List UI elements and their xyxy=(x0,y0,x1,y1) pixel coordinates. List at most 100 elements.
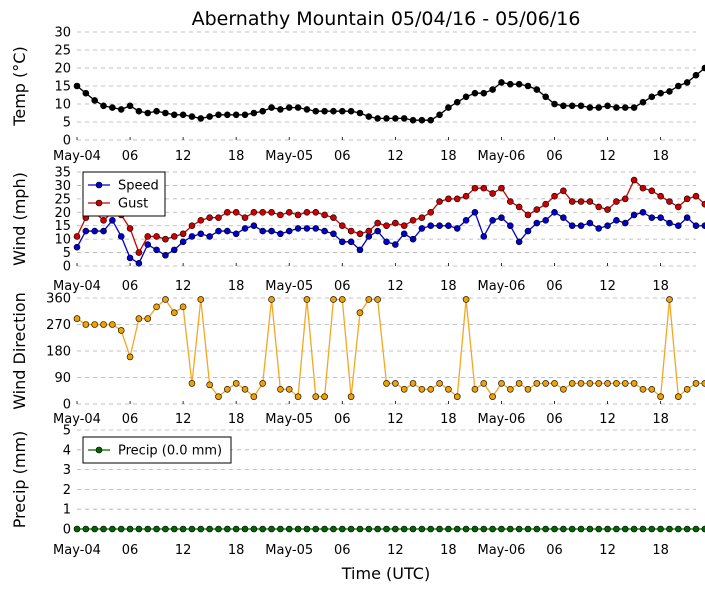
precip-point xyxy=(560,525,567,533)
precip-point xyxy=(268,525,275,533)
temp-point xyxy=(471,89,479,97)
precip-point xyxy=(604,525,611,533)
temp-point xyxy=(170,111,178,119)
direction-point xyxy=(135,315,143,322)
gust-point xyxy=(666,198,673,205)
direction-point xyxy=(259,380,267,387)
x-tick-label: May-05 xyxy=(265,149,313,164)
precip-point xyxy=(657,525,664,533)
precip-point xyxy=(648,525,656,533)
temp-point xyxy=(82,89,90,97)
speed-point xyxy=(250,222,258,230)
speed-point xyxy=(506,222,514,230)
temp-point xyxy=(427,116,435,124)
temp-point xyxy=(135,107,143,115)
speed-point xyxy=(356,246,364,254)
speed-point xyxy=(73,243,81,251)
precip-point xyxy=(515,525,523,533)
direction-point xyxy=(144,315,152,322)
gust-point xyxy=(657,192,664,200)
direction-point xyxy=(383,380,390,387)
x-tick-label: 06 xyxy=(546,543,563,558)
precip-point xyxy=(675,525,682,533)
speed-point xyxy=(162,251,169,259)
speed-point xyxy=(259,227,267,235)
precip-point xyxy=(524,525,532,533)
direction-series-line xyxy=(76,298,705,398)
gust-point xyxy=(188,222,196,230)
x-tick-label: 12 xyxy=(387,412,404,427)
direction-point xyxy=(560,385,567,393)
x-tick-label: 06 xyxy=(122,412,139,427)
x-tick-label: 12 xyxy=(387,279,404,294)
speed-point xyxy=(595,225,603,232)
direction-point xyxy=(498,380,505,387)
gust-point xyxy=(683,195,691,203)
precip-point xyxy=(197,525,205,533)
direction-point xyxy=(639,385,647,393)
gust-point xyxy=(675,203,682,211)
direction-point xyxy=(692,380,700,387)
y-axis-label: Wind (mph) xyxy=(10,172,29,266)
direction-point xyxy=(613,380,620,387)
direction-point xyxy=(82,321,90,328)
direction-point xyxy=(524,385,532,393)
precip-point xyxy=(489,525,496,533)
precip-point xyxy=(312,525,320,533)
speed-point xyxy=(144,241,152,248)
precip-point xyxy=(347,525,355,533)
gust-point xyxy=(312,208,320,216)
speed-point xyxy=(533,219,541,227)
speed-point xyxy=(462,217,470,224)
direction-point xyxy=(506,385,514,393)
direction-point xyxy=(268,296,275,303)
x-tick-label: 06 xyxy=(334,279,351,294)
direction-point xyxy=(648,385,656,393)
direction-point xyxy=(462,296,470,303)
temp-point xyxy=(489,86,496,93)
gust-point xyxy=(630,176,638,184)
speed-point xyxy=(568,222,576,230)
direction-point xyxy=(595,380,603,387)
temp-point xyxy=(586,104,594,111)
speed-point xyxy=(126,254,134,262)
direction-point xyxy=(170,309,178,317)
speed-point xyxy=(91,227,98,235)
precip-point xyxy=(100,525,107,533)
precip-point xyxy=(144,525,152,533)
y-tick-label: 0 xyxy=(63,523,71,538)
gust-point xyxy=(498,184,505,192)
speed-point xyxy=(347,238,355,246)
direction-point xyxy=(73,315,81,322)
direction-point xyxy=(153,303,160,311)
speed-point xyxy=(577,222,585,230)
precip-point xyxy=(179,525,187,533)
precip-point xyxy=(692,525,700,533)
precip-point xyxy=(170,525,178,533)
temp-point xyxy=(100,102,107,110)
direction-point xyxy=(657,393,664,400)
gust-point xyxy=(232,208,240,216)
direction-point xyxy=(197,296,205,303)
speed-point xyxy=(489,217,496,224)
gust-point xyxy=(586,198,594,205)
x-tick-label: 18 xyxy=(228,412,245,427)
temp-point xyxy=(568,102,576,110)
x-tick-label: 06 xyxy=(334,543,351,558)
temp-point xyxy=(153,107,160,115)
temp-point xyxy=(321,107,328,115)
precip-point xyxy=(188,525,196,533)
precip-point xyxy=(551,525,558,533)
x-axis-label: Time (UTC) xyxy=(341,564,430,583)
direction-point xyxy=(542,380,549,387)
direction-point xyxy=(515,380,523,387)
x-tick-label: 06 xyxy=(546,149,563,164)
gust-point xyxy=(621,195,629,203)
temp-point xyxy=(498,79,505,86)
gust-point xyxy=(206,214,213,221)
speed-point xyxy=(666,219,673,227)
temp-point xyxy=(250,109,258,117)
temp-point xyxy=(621,104,629,111)
gust-point xyxy=(383,222,390,230)
